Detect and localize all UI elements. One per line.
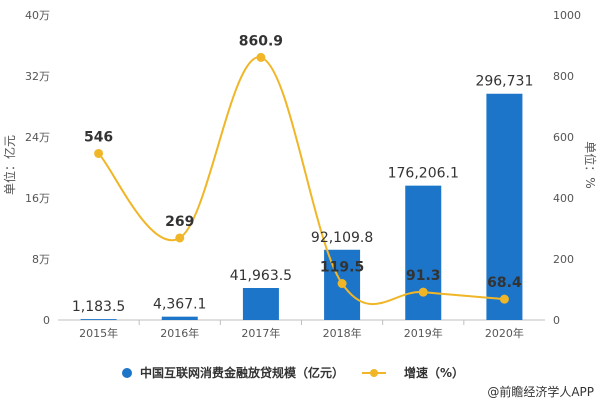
x-tick-label: 2020年 — [485, 326, 524, 340]
y-tick-label: 0 — [43, 314, 50, 327]
line-value-label: 91.3 — [406, 268, 441, 284]
y-tick-label: 16万 — [25, 192, 50, 205]
source-credit: @前瞻经济学人APP — [487, 384, 594, 399]
bar-value-label: 296,731 — [475, 74, 533, 90]
bar-value-label: 176,206.1 — [388, 166, 459, 182]
y2-tick-label: 400 — [553, 192, 574, 205]
y2-tick-label: 600 — [553, 131, 574, 144]
line-point — [418, 287, 428, 297]
bar — [486, 93, 523, 320]
line-value-label: 68.4 — [487, 275, 522, 291]
line-value-label: 546 — [84, 129, 113, 145]
bar-value-label: 92,109.8 — [311, 230, 373, 246]
x-tick-label: 2015年 — [79, 326, 118, 340]
y2-tick-label: 800 — [553, 70, 574, 83]
bar-value-label: 41,963.5 — [230, 268, 292, 284]
x-tick-label: 2018年 — [323, 326, 362, 340]
bar — [80, 319, 117, 320]
line-series — [94, 52, 509, 305]
x-tick-label: 2017年 — [241, 326, 280, 340]
y2-tick-label: 1000 — [553, 9, 581, 22]
y2-tick-label: 200 — [553, 253, 574, 266]
axes: 0 8万 16万 24万 32万 40万 0 200 400 600 800 1000 2015年 201… — [25, 9, 581, 340]
legend-line-dot — [370, 369, 378, 377]
y-tick-label: 24万 — [25, 131, 50, 144]
line-point — [337, 279, 347, 289]
y-tick-label: 32万 — [25, 70, 50, 83]
legend-bar-label: 中国互联网消费金融放贷规模（亿元） — [140, 365, 344, 380]
legend-bar-marker — [122, 368, 132, 378]
bar — [405, 185, 442, 320]
line-value-label: 269 — [165, 214, 194, 230]
y-tick-label: 8万 — [32, 253, 50, 266]
x-tick-label: 2019年 — [404, 326, 443, 340]
line-point — [175, 233, 185, 243]
bar — [242, 288, 279, 320]
bar-value-label: 4,367.1 — [153, 297, 206, 313]
data-labels: 1,183.5 4,367.1 41,963.5 92,109.8 176,206.1 2… — [72, 33, 534, 315]
line-value-label: 119.5 — [320, 260, 364, 276]
bar-value-label: 1,183.5 — [72, 299, 125, 315]
line-point — [256, 52, 266, 62]
y-axis-label: 单位：亿元 — [2, 135, 17, 195]
line-point — [499, 294, 509, 304]
legend: 中国互联网消费金融放贷规模（亿元） 增速（%） — [122, 365, 464, 380]
y2-tick-label: 0 — [553, 314, 560, 327]
bar-series — [80, 93, 523, 320]
y-tick-label: 40万 — [25, 9, 50, 22]
line-point — [94, 148, 104, 158]
x-tick-label: 2016年 — [160, 326, 199, 340]
y2-axis-label: 单位：% — [583, 141, 598, 188]
line-value-label: 860.9 — [239, 33, 283, 49]
bar — [161, 316, 198, 320]
legend-line-label: 增速（%） — [404, 365, 464, 380]
